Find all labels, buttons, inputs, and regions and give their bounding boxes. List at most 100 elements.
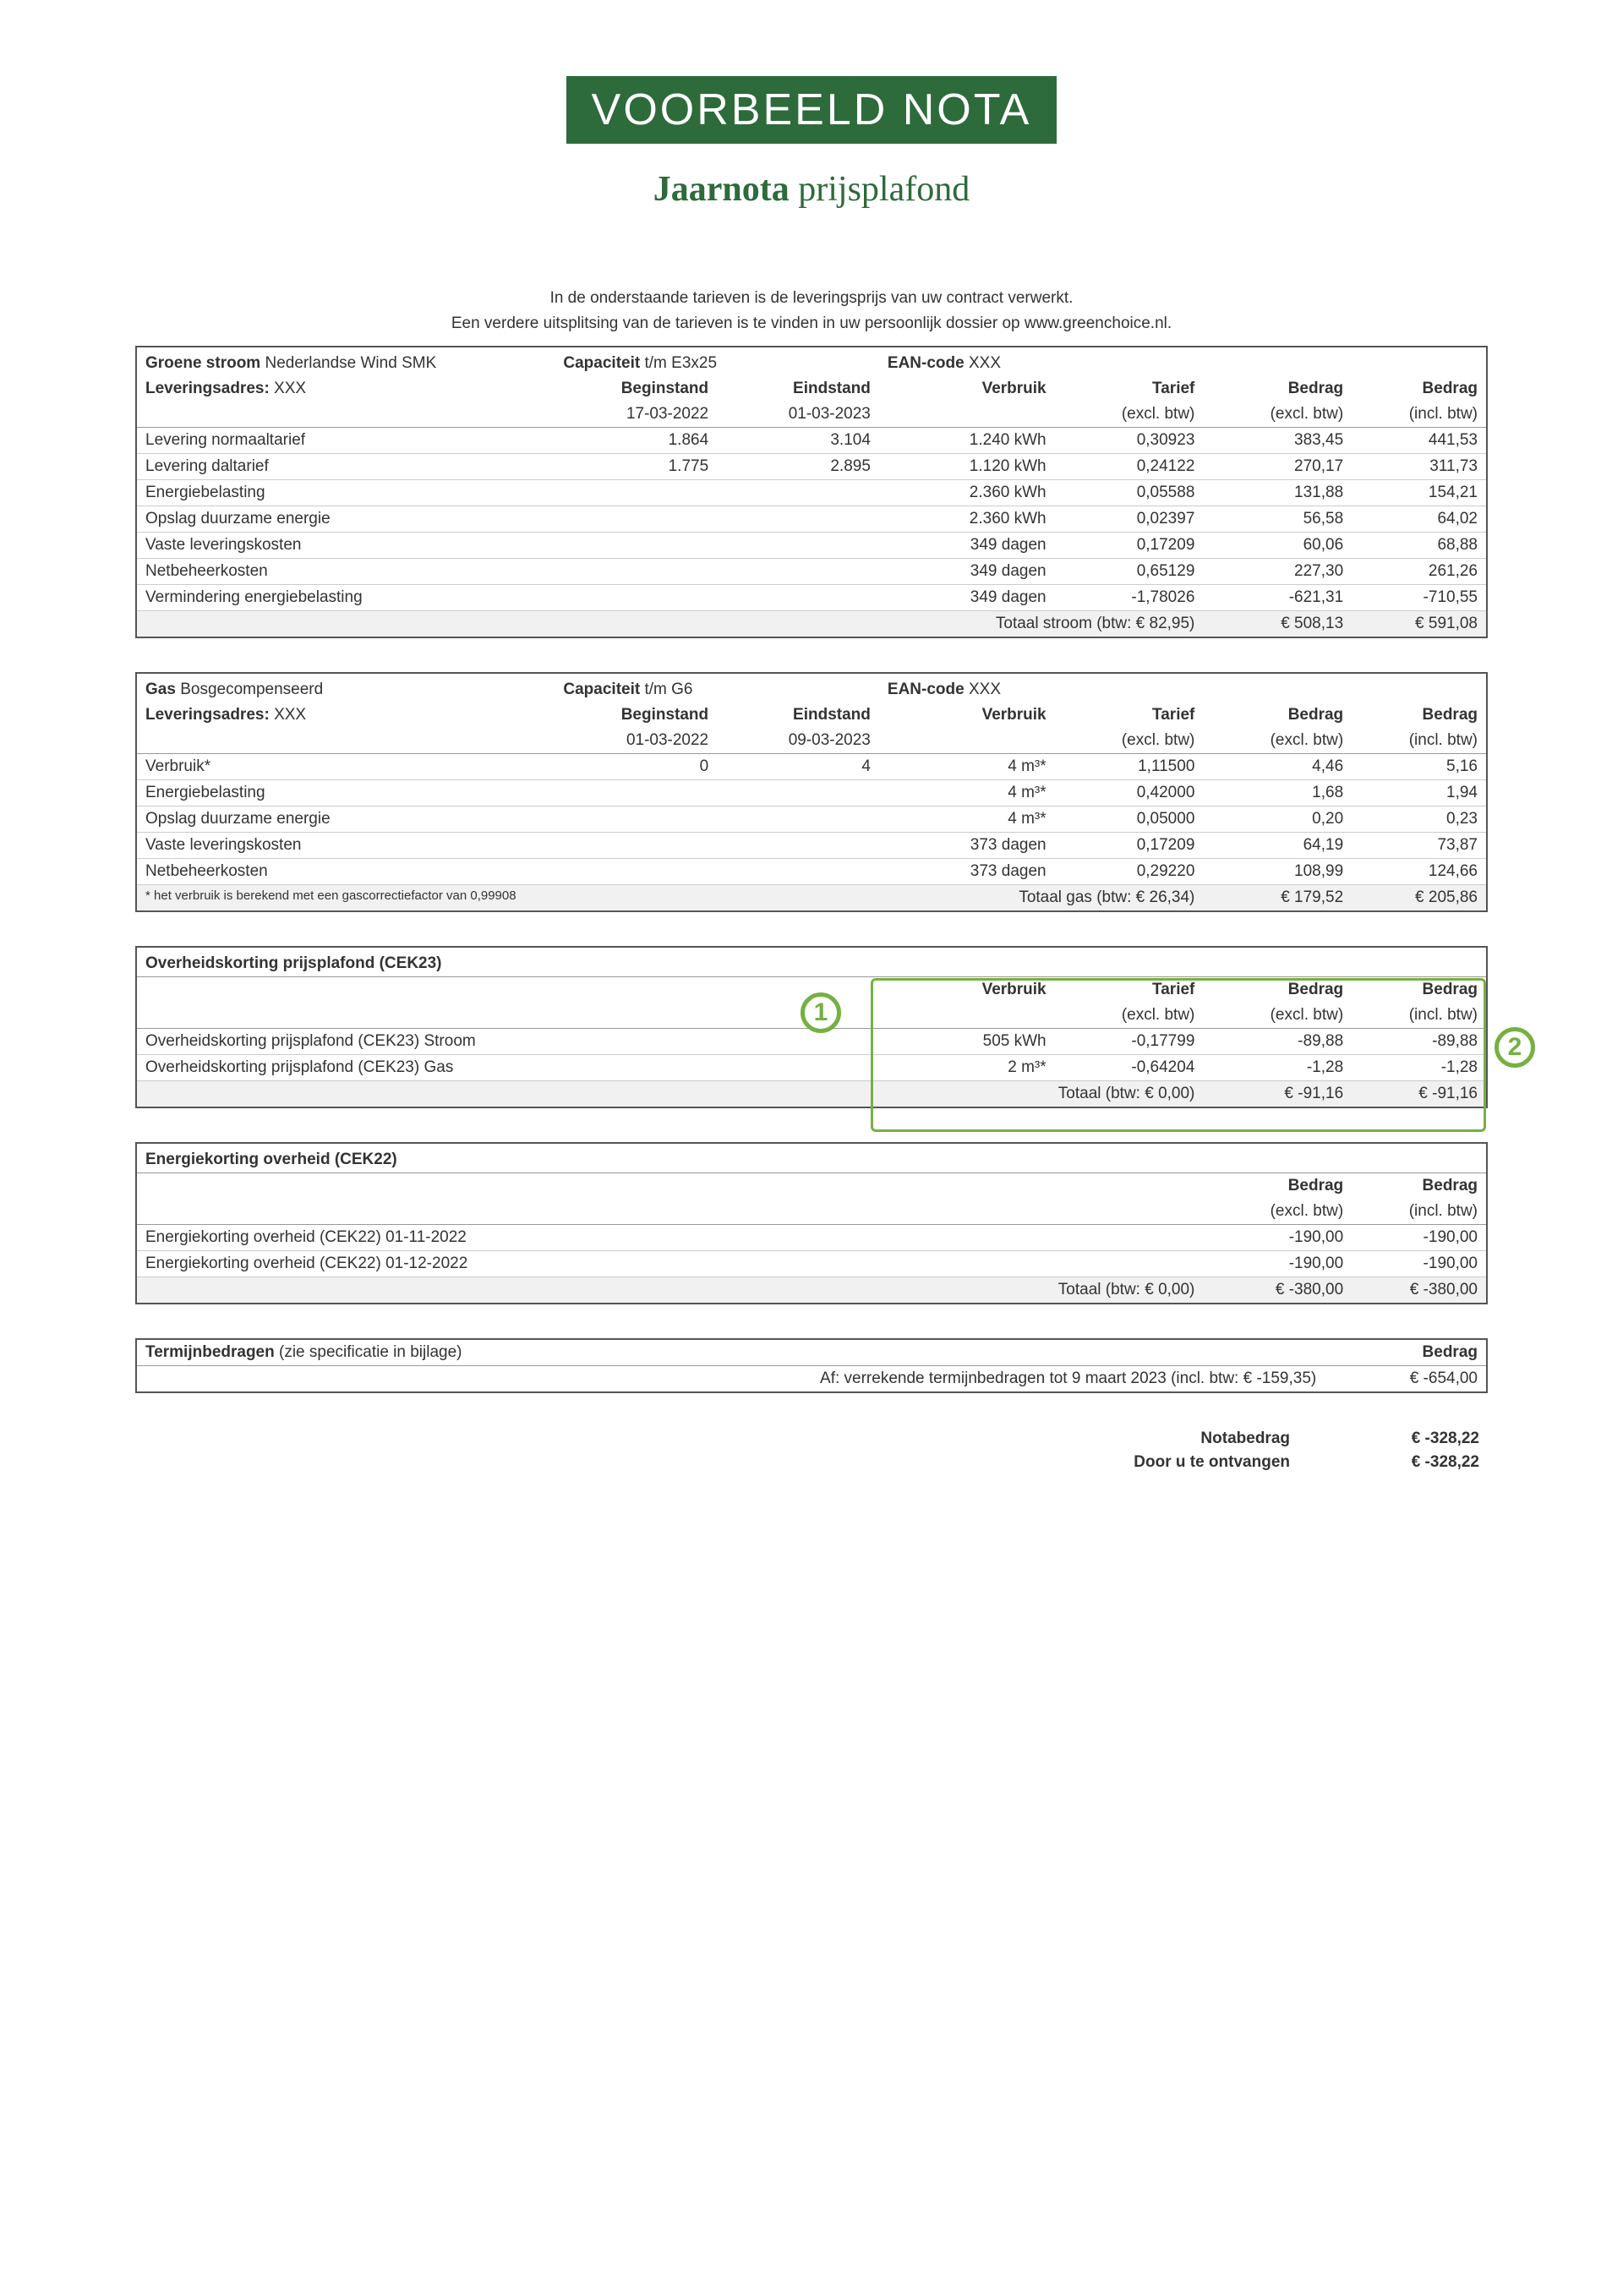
- cek23-col-bedrag-incl: Bedrag: [1423, 981, 1478, 998]
- row-verbruik: 2 m³*: [879, 1054, 1055, 1080]
- gas-ean-cell: EAN-code XXX: [879, 673, 1487, 702]
- gas-meta-row: Gas Bosgecompenseerd Capaciteit t/m G6 E…: [136, 673, 1487, 702]
- stroom-total-excl: € 508,13: [1203, 610, 1352, 637]
- row-label: Levering daltarief: [136, 453, 555, 479]
- gas-product-label: Gas: [145, 681, 176, 698]
- row-incl: 64,02: [1352, 506, 1487, 532]
- stroom-adres-row: Leveringsadres: XXX Beginstand Eindstand…: [136, 376, 1487, 402]
- table-row: Vaste leveringskosten349 dagen0,1720960,…: [136, 532, 1487, 558]
- row-label: Vermindering energiebelasting: [136, 584, 555, 610]
- gas-total-incl: € 205,86: [1352, 884, 1487, 911]
- table-row: Netbeheerkosten373 dagen0,29220108,99124…: [136, 858, 1487, 884]
- gas-beginstand-date: 01-03-2022: [555, 728, 717, 754]
- termijn-row-label: Af: verrekende termijnbedragen tot 9 maa…: [136, 1365, 1325, 1392]
- cek22-total-excl: € -380,00: [1203, 1276, 1352, 1304]
- row-eind: [717, 858, 879, 884]
- cek22-title: Energiekorting overheid (CEK22): [136, 1143, 1487, 1173]
- stroom-ean-cell: EAN-code XXX: [879, 347, 1487, 376]
- row-incl: 311,73: [1352, 453, 1487, 479]
- subtitle-bold: Jaarnota: [653, 170, 790, 209]
- cek22-col-bedrag-excl: Bedrag: [1288, 1177, 1343, 1194]
- row-verbruik: 373 dagen: [879, 832, 1055, 858]
- stroom-adres-label: Leveringsadres:: [145, 380, 270, 397]
- row-incl: -1,28: [1352, 1054, 1487, 1080]
- col-tarief: Tarief: [1055, 376, 1204, 402]
- row-begin: [555, 779, 717, 806]
- gas-total-excl: € 179,52: [1203, 884, 1352, 911]
- row-tarief: -0,17799: [1055, 1028, 1204, 1054]
- notabedrag-label: Notabedrag: [1014, 1427, 1298, 1451]
- row-tarief: -1,78026: [1055, 584, 1204, 610]
- cek23-total-label: Totaal (btw: € 0,00): [136, 1080, 1203, 1107]
- cek23-rows: Overheidskorting prijsplafond (CEK23) St…: [136, 1028, 1487, 1080]
- col-beginstand-label: Beginstand: [621, 380, 708, 397]
- stroom-product-cell: Groene stroom Nederlandse Wind SMK: [136, 347, 555, 376]
- row-tarief: 0,05000: [1055, 806, 1204, 832]
- row-excl: -190,00: [1203, 1250, 1352, 1276]
- table-row: Levering normaaltarief1.8643.1041.240 kW…: [136, 427, 1487, 453]
- row-eind: [717, 584, 879, 610]
- row-begin: [555, 858, 717, 884]
- cek22-bedrag-incl-sub: (incl. btw): [1352, 1199, 1487, 1225]
- row-tarief: -0,64204: [1055, 1054, 1204, 1080]
- cek22-header-row-2: (excl. btw) (incl. btw): [136, 1199, 1487, 1225]
- row-label: Opslag duurzame energie: [136, 506, 555, 532]
- row-incl: 261,26: [1352, 558, 1487, 584]
- row-eind: [717, 558, 879, 584]
- cek23-col-tarief: Tarief: [1152, 981, 1194, 998]
- row-excl: 56,58: [1203, 506, 1352, 532]
- gas-col-beginstand: Beginstand: [621, 706, 708, 724]
- stroom-capaciteit-cell: Capaciteit t/m E3x25: [555, 347, 879, 376]
- gas-footnote: * het verbruik is berekend met een gasco…: [136, 884, 879, 911]
- row-label: Opslag duurzame energie: [136, 806, 555, 832]
- row-excl: 131,88: [1203, 479, 1352, 506]
- table-row: Energiebelasting2.360 kWh0,05588131,8815…: [136, 479, 1487, 506]
- gas-tarief-sub: (excl. btw): [1055, 728, 1204, 754]
- row-verbruik: 2.360 kWh: [879, 479, 1055, 506]
- row-label: Energiekorting overheid (CEK22) 01-11-20…: [136, 1224, 1203, 1250]
- cek23-total-incl: € -91,16: [1352, 1080, 1487, 1107]
- cek22-total-row: Totaal (btw: € 0,00) € -380,00 € -380,00: [136, 1276, 1487, 1304]
- row-label: Vaste leveringskosten: [136, 532, 555, 558]
- row-excl: 270,17: [1203, 453, 1352, 479]
- row-tarief: 0,30923: [1055, 427, 1204, 453]
- row-excl: 0,20: [1203, 806, 1352, 832]
- notabedrag-value: € -328,22: [1298, 1427, 1488, 1451]
- stroom-capaciteit-value: t/m E3x25: [644, 354, 717, 372]
- stroom-product-value: Nederlandse Wind SMK: [265, 354, 436, 372]
- eindstand-date: 01-03-2023: [717, 402, 879, 428]
- table-row: Levering daltarief1.7752.8951.120 kWh0,2…: [136, 453, 1487, 479]
- row-eind: [717, 806, 879, 832]
- col-verbruik: Verbruik: [879, 376, 1055, 402]
- stroom-adres-cell: Leveringsadres: XXX: [136, 376, 555, 402]
- row-begin: 0: [555, 753, 717, 779]
- cek23-col-verbruik: Verbruik: [982, 981, 1046, 998]
- bedrag-excl-sub: (excl. btw): [1203, 402, 1352, 428]
- stroom-total-label: Totaal stroom (btw: € 82,95): [136, 610, 1203, 637]
- row-label: Overheidskorting prijsplafond (CEK23) St…: [136, 1028, 879, 1054]
- row-verbruik: 4 m³*: [879, 806, 1055, 832]
- tarief-sub: (excl. btw): [1055, 402, 1204, 428]
- row-incl: 5,16: [1352, 753, 1487, 779]
- col-bedrag-excl-label: Bedrag: [1288, 380, 1343, 397]
- callout-badge-2: 2: [1495, 1027, 1535, 1068]
- col-bedrag-incl: Bedrag: [1352, 376, 1487, 402]
- col-eindstand-label: Eindstand: [793, 380, 871, 397]
- termijn-table: Termijnbedragen (zie specificatie in bij…: [135, 1338, 1488, 1393]
- row-incl: -710,55: [1352, 584, 1487, 610]
- cek23-wrapper: Overheidskorting prijsplafond (CEK23) Ve…: [135, 946, 1488, 1108]
- row-incl: -190,00: [1352, 1250, 1487, 1276]
- row-begin: [555, 558, 717, 584]
- row-excl: 383,45: [1203, 427, 1352, 453]
- table-row: Energiebelasting4 m³*0,420001,681,94: [136, 779, 1487, 806]
- table-row: Energiekorting overheid (CEK22) 01-11-20…: [136, 1224, 1487, 1250]
- row-begin: [555, 479, 717, 506]
- gas-rows: Verbruik*044 m³*1,115004,465,16Energiebe…: [136, 753, 1487, 884]
- stroom-capaciteit-label: Capaciteit: [563, 354, 640, 372]
- gas-bedrag-excl-sub: (excl. btw): [1203, 728, 1352, 754]
- notabedrag-row: Notabedrag € -328,22: [1014, 1427, 1488, 1451]
- table-row: Overheidskorting prijsplafond (CEK23) Ga…: [136, 1054, 1487, 1080]
- row-begin: [555, 584, 717, 610]
- row-verbruik: 1.240 kWh: [879, 427, 1055, 453]
- row-tarief: 0,29220: [1055, 858, 1204, 884]
